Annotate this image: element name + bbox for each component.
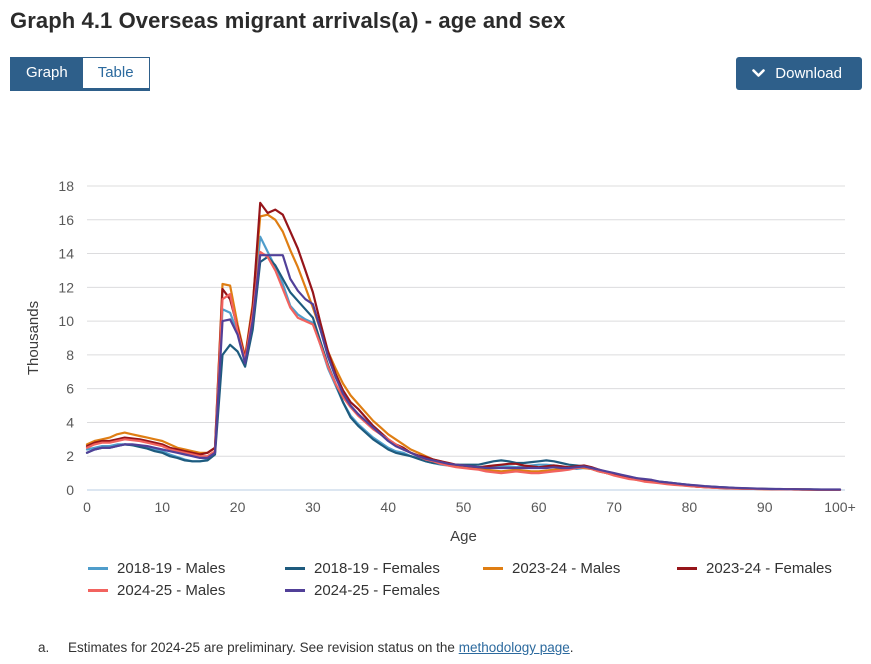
download-label: Download xyxy=(775,65,842,82)
x-tick-60: 60 xyxy=(531,499,547,515)
x-tick-100+: 100+ xyxy=(824,499,856,515)
legend-swatch-2024-25-males xyxy=(88,589,108,592)
series-line-2024-25-females xyxy=(85,254,842,491)
legend-swatch-2018-19-males xyxy=(88,567,108,570)
download-button[interactable]: Download xyxy=(736,57,862,90)
x-axis-title: Age xyxy=(450,528,477,545)
methodology-link[interactable]: methodology page xyxy=(458,640,570,655)
legend-swatch-2023-24-males xyxy=(483,567,503,570)
y-axis-title: Thousands xyxy=(25,301,42,375)
y-tick-6: 6 xyxy=(66,381,74,397)
legend-label: 2023-24 - Females xyxy=(706,560,832,577)
x-tick-50: 50 xyxy=(456,499,472,515)
x-tick-0: 0 xyxy=(83,499,91,515)
y-tick-2: 2 xyxy=(66,448,74,464)
legend-swatch-2018-19-females xyxy=(285,567,305,570)
y-tick-18: 18 xyxy=(58,178,74,194)
series-line-2023-24-females xyxy=(85,201,842,491)
legend-item-2023-24-males: 2023-24 - Males xyxy=(483,560,677,577)
x-tick-20: 20 xyxy=(230,499,246,515)
x-tick-80: 80 xyxy=(682,499,698,515)
legend-swatch-2024-25-females xyxy=(285,589,305,592)
legend-label: 2024-25 - Females xyxy=(314,582,440,599)
x-tick-90: 90 xyxy=(757,499,773,515)
x-tick-30: 30 xyxy=(305,499,321,515)
x-tick-70: 70 xyxy=(606,499,622,515)
y-tick-0: 0 xyxy=(66,482,74,498)
tab-graph[interactable]: Graph xyxy=(11,58,83,88)
footnote-text-before: Estimates for 2024-25 are preliminary. S… xyxy=(68,640,459,655)
view-toggle: Graph Table xyxy=(10,57,150,91)
y-tick-4: 4 xyxy=(66,414,74,430)
legend-item-2024-25-males: 2024-25 - Males xyxy=(88,582,285,599)
legend-item-2023-24-females: 2023-24 - Females xyxy=(677,560,863,577)
footnote: a. Estimates for 2024-25 are preliminary.… xyxy=(38,640,574,655)
legend-label: 2024-25 - Males xyxy=(117,582,226,599)
legend-swatch-2023-24-females xyxy=(677,567,697,570)
legend-item-2024-25-females: 2024-25 - Females xyxy=(285,582,483,599)
series-line-2023-24-males xyxy=(85,213,842,491)
footnote-text-after: . xyxy=(569,640,574,655)
tab-table[interactable]: Table xyxy=(82,58,149,88)
legend-label: 2018-19 - Females xyxy=(314,560,440,577)
legend-item-2018-19-males: 2018-19 - Males xyxy=(88,560,285,577)
y-tick-14: 14 xyxy=(58,246,74,262)
y-tick-8: 8 xyxy=(66,347,74,363)
x-tick-40: 40 xyxy=(380,499,396,515)
footnote-marker: a. xyxy=(38,640,50,655)
chart-legend: 2018-19 - Males 2018-19 - Females 2023-2… xyxy=(88,560,863,599)
line-chart: 0 2 4 6 8 10 12 14 16 18 0 10 20 30 40 50 60 70 80 90 100+ Th… xyxy=(25,178,856,545)
y-tick-12: 12 xyxy=(58,279,74,295)
chevron-down-icon xyxy=(752,69,766,77)
y-tick-16: 16 xyxy=(58,212,74,228)
x-tick-10: 10 xyxy=(155,499,171,515)
y-tick-10: 10 xyxy=(58,313,74,329)
page-title: Graph 4.1 Overseas migrant arrivals(a) -… xyxy=(10,8,566,33)
legend-label: 2023-24 - Males xyxy=(512,560,621,577)
legend-label: 2018-19 - Males xyxy=(117,560,226,577)
legend-item-2018-19-females: 2018-19 - Females xyxy=(285,560,483,577)
